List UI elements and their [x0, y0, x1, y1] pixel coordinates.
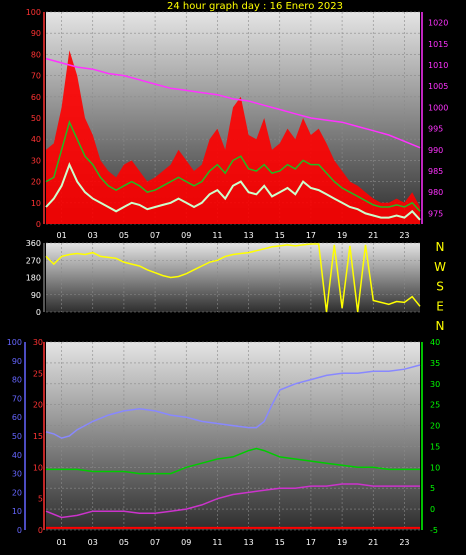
- y-tick-label-left: 360: [26, 239, 41, 248]
- y-tick-label-right: 40: [430, 338, 440, 347]
- plot-area: [46, 342, 420, 530]
- y-tick-label-left: 100: [26, 8, 41, 17]
- y-tick-label-red: 20: [33, 401, 43, 410]
- y-tick-label-left: 50: [31, 114, 41, 123]
- y-tick-label-red: 25: [33, 369, 43, 378]
- series-pressure: [45, 57, 421, 149]
- x-tick-label: 05: [119, 231, 129, 240]
- y-tick-label-blue: 20: [12, 488, 22, 497]
- direction-label: E: [436, 299, 444, 313]
- y-tick-label-right: 1010: [428, 61, 448, 70]
- x-tick-label: 21: [368, 538, 378, 547]
- y-tick-label-blue: 90: [12, 357, 22, 366]
- y-tick-label-blue: 60: [12, 413, 22, 422]
- y-tick-label-right: 30: [430, 380, 440, 389]
- direction-label: N: [436, 319, 445, 333]
- y-tick-label-right: 5: [430, 484, 435, 493]
- y-tick-label-red: 5: [38, 495, 43, 504]
- y-tick-label-left: 10: [31, 199, 41, 208]
- x-tick-label: 07: [150, 231, 160, 240]
- y-tick-label-blue: 100: [7, 338, 22, 347]
- y-tick-label-right: 1000: [428, 103, 448, 112]
- y-tick-label-left: 60: [31, 93, 41, 102]
- x-tick-label: 09: [181, 231, 191, 240]
- series-temp: [45, 364, 421, 439]
- y-tick-label-left: 90: [31, 29, 41, 38]
- y-tick-label-blue: 30: [12, 470, 22, 479]
- y-tick-label-blue: 70: [12, 394, 22, 403]
- x-tick-label: 01: [56, 231, 66, 240]
- y-tick-label-blue: 40: [12, 451, 22, 460]
- x-tick-label: 11: [212, 538, 222, 547]
- x-tick-label: 03: [88, 231, 98, 240]
- y-tick-label-right: 10: [430, 463, 440, 472]
- y-tick-label-right: 980: [428, 188, 443, 197]
- y-tick-label-right: 985: [428, 167, 443, 176]
- wind-pressure-chart: 0102030405060708090100975980985990995100…: [26, 8, 449, 240]
- series-humidity: [46, 447, 420, 475]
- x-tick-label: 17: [306, 538, 316, 547]
- y-tick-label-left: 0: [36, 308, 41, 317]
- y-tick-label-right: 1020: [428, 19, 448, 28]
- series-wind_avg: [45, 120, 421, 212]
- direction-label: N: [436, 240, 445, 254]
- y-tick-label-right: 0: [430, 505, 435, 514]
- y-tick-label-red: 30: [33, 338, 43, 347]
- y-tick-label-right: 35: [430, 359, 440, 368]
- x-tick-label: 21: [368, 231, 378, 240]
- y-tick-label-right: -5: [430, 526, 438, 535]
- x-tick-label: 15: [275, 538, 285, 547]
- y-tick-label-right: 25: [430, 401, 440, 410]
- y-tick-label-left: 180: [26, 274, 41, 283]
- y-tick-label-right: 995: [428, 125, 443, 134]
- y-tick-label-right: 1015: [428, 40, 448, 49]
- y-tick-label-red: 10: [33, 463, 43, 472]
- series-wind-gust-area: [46, 50, 420, 225]
- x-tick-label: 03: [88, 538, 98, 547]
- y-tick-label-blue: 10: [12, 507, 22, 516]
- x-tick-label: 23: [399, 231, 409, 240]
- x-tick-label: 19: [337, 231, 347, 240]
- direction-label: W: [434, 260, 446, 274]
- x-tick-label: 13: [243, 538, 253, 547]
- y-tick-label-right: 1005: [428, 82, 448, 91]
- x-tick-label: 09: [181, 538, 191, 547]
- x-tick-label: 01: [56, 538, 66, 547]
- y-tick-label-right: 990: [428, 146, 443, 155]
- x-tick-label: 17: [306, 231, 316, 240]
- x-tick-label: 19: [337, 538, 347, 547]
- y-tick-label-right: 20: [430, 422, 440, 431]
- y-tick-label-left: 90: [31, 291, 41, 300]
- x-tick-label: 23: [399, 538, 409, 547]
- series-dewpoint: [45, 483, 420, 519]
- y-tick-label-left: 70: [31, 72, 41, 81]
- y-tick-label-left: 20: [31, 178, 41, 187]
- y-tick-label-blue: 50: [12, 432, 22, 441]
- series-wind_dir: [45, 243, 421, 313]
- temperature-humidity-chart: -505101520253035400102030405060708090100…: [7, 338, 440, 547]
- x-tick-label: 15: [275, 231, 285, 240]
- x-tick-label: 05: [119, 538, 129, 547]
- y-tick-label-blue: 0: [17, 526, 22, 535]
- y-tick-label-red: 15: [33, 432, 43, 441]
- y-tick-label-left: 80: [31, 50, 41, 59]
- chart-title: 24 hour graph day : 16 Enero 2023: [167, 1, 343, 12]
- direction-label: S: [436, 280, 444, 294]
- y-tick-label-right: 975: [428, 209, 443, 218]
- y-tick-label-red: 0: [38, 526, 43, 535]
- x-tick-label: 11: [212, 231, 222, 240]
- y-tick-label-right: 15: [430, 442, 440, 451]
- y-tick-label-left: 30: [31, 156, 41, 165]
- y-tick-label-left: 270: [26, 256, 41, 265]
- series-wind_speed: [45, 161, 421, 221]
- y-tick-label-left: 40: [31, 135, 41, 144]
- x-tick-label: 07: [150, 538, 160, 547]
- y-tick-label-left: 0: [36, 220, 41, 229]
- y-tick-label-blue: 80: [12, 376, 22, 385]
- x-tick-label: 13: [243, 231, 253, 240]
